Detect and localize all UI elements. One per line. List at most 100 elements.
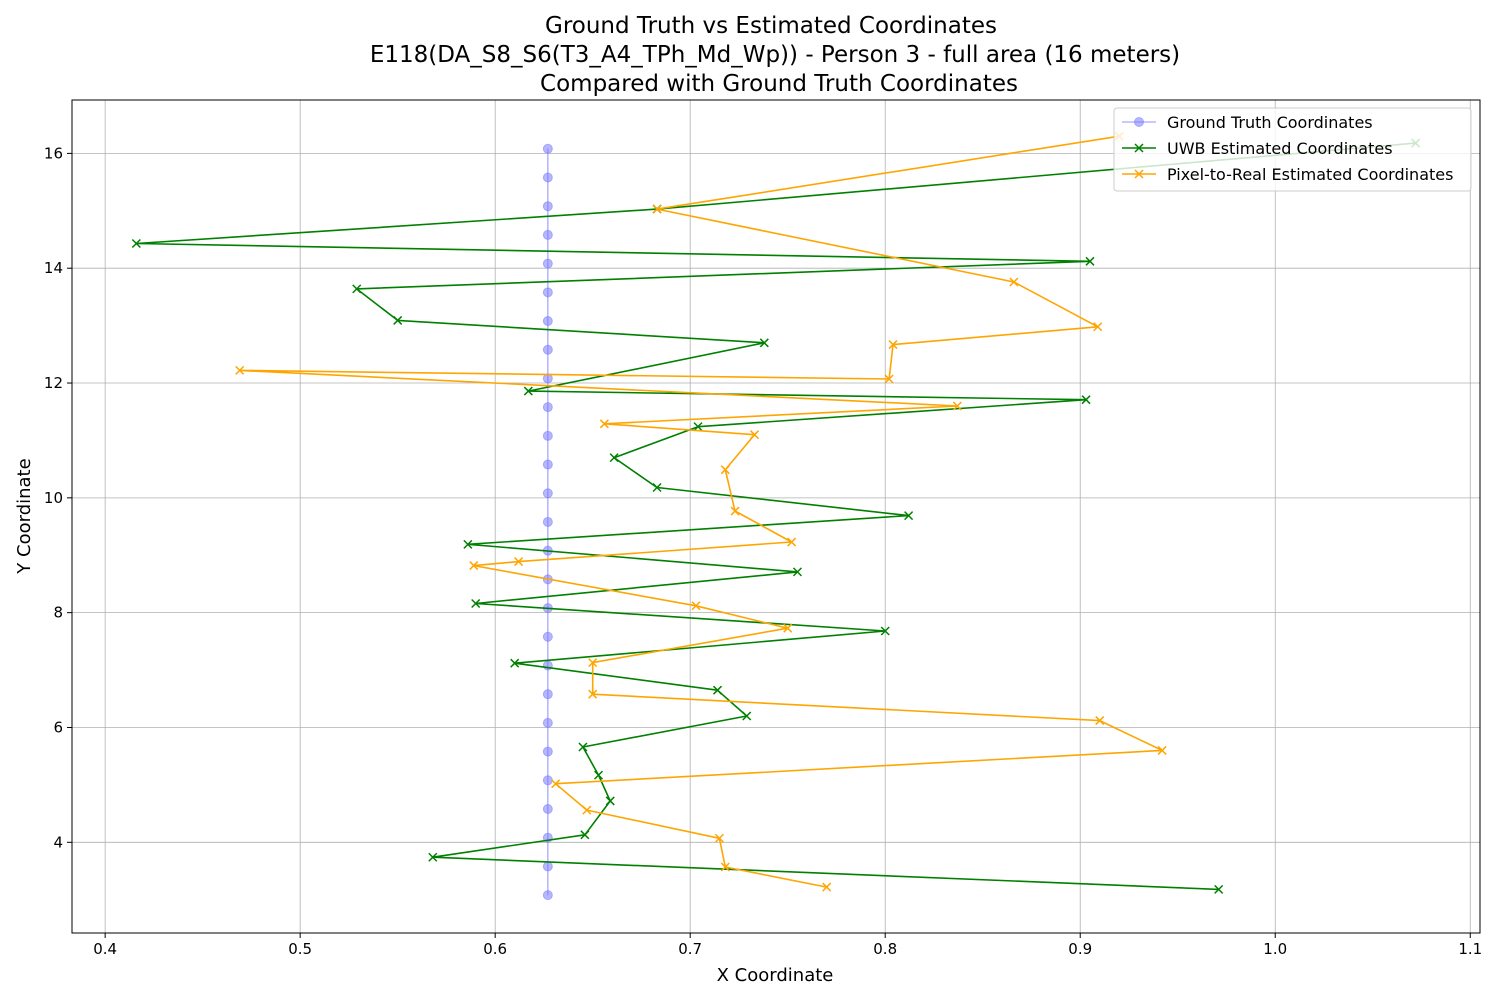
uwb-estimate-point [792,567,802,577]
ground-truth-point [542,258,553,269]
pixel-to-real-estimate-point [1009,277,1019,287]
pixel-to-real-estimate-point [720,465,730,475]
ground-truth-point [542,229,553,240]
pixel-to-real-estimate-point [720,862,730,872]
legend-item-uwb-estimate: UWB Estimated Coordinates [1122,139,1393,158]
pixel-to-real-estimate-point [1095,716,1105,726]
y-tick-label: 4 [53,833,63,851]
ground-truth-point [542,717,553,728]
uwb-estimate-point [1085,256,1095,266]
y-tick-label: 14 [44,259,63,277]
uwb-estimate-point [1081,395,1091,405]
x-tick-label: 1.0 [1263,940,1287,958]
pixel-to-real-estimate-point [888,340,898,350]
legend-swatch-marker [1134,143,1144,153]
y-tick-label: 6 [53,718,63,736]
grid [72,100,1480,933]
x-tick-label: 0.4 [93,940,117,958]
ground-truth-series [542,143,553,901]
legend-item-pixel-to-real-estimate: Pixel-to-Real Estimated Coordinates [1122,165,1453,184]
uwb-estimate-point [580,830,590,840]
chart-subtitle: E118(DA_S8_S6(T3_A4_TPh_Md_Wp)) - Person… [370,42,1180,68]
uwb-estimate-point [131,238,141,249]
uwb-estimate-point [693,422,703,432]
pixel-to-real-estimate-point [514,557,524,567]
uwb-estimate-point [471,598,481,609]
ground-truth-point [542,803,553,814]
y-tick-label: 10 [44,489,63,507]
uwb-estimate-point [652,482,662,493]
legend-label: Pixel-to-Real Estimated Coordinates [1167,165,1453,184]
pixel-to-real-estimate-point [952,401,962,411]
x-tick-label: 0.5 [288,940,312,958]
plot-area-frame [71,99,1481,934]
pixel-to-real-estimate-point [235,365,245,375]
uwb-estimate-point [463,539,473,549]
uwb-estimate-point [605,796,615,806]
pixel-to-real-estimate-point [582,805,592,815]
pixel-to-real-estimate-point [822,882,832,892]
uwb-estimate-point [880,626,890,636]
uwb-estimate-point [742,711,752,721]
x-tick-label: 0.9 [1068,940,1092,958]
legend-box [1113,107,1472,192]
pixel-to-real-estimate-point [652,204,662,214]
uwb-estimate-point [609,453,619,463]
ground-truth-point [542,344,553,355]
pixel-to-real-estimate-point [783,623,793,633]
ground-truth-point [542,402,553,413]
x-tick-label: 1.1 [1458,940,1482,958]
pixel-to-real-estimate-point [588,658,598,668]
legend-swatch-marker [1134,169,1144,179]
pixel-to-real-estimate-line [238,135,1163,888]
pixel-to-real-estimate-point [787,537,797,547]
ground-truth-point [542,689,553,700]
uwb-estimate-point [523,386,533,396]
uwb-estimate-point [904,511,914,521]
y-tick-label: 8 [53,604,63,622]
x-tick-label: 0.8 [873,940,897,958]
uwb-estimate-point [578,742,588,752]
legend-label: UWB Estimated Coordinates [1167,139,1393,158]
pixel-to-real-estimate-point [750,430,760,440]
ground-truth-point [542,775,553,786]
uwb-estimate-point [428,852,438,862]
ground-truth-point [542,316,553,327]
series-layer [131,131,1421,901]
pixel-to-real-estimate-point [1093,322,1103,332]
pixel-to-real-estimate-point [884,374,894,384]
ground-truth-point [542,631,553,642]
chart-title: Ground Truth vs Estimated Coordinates [545,13,997,39]
ground-truth-point [542,890,553,901]
ground-truth-point [542,746,553,757]
ground-truth-point [542,488,553,499]
uwb-estimate-point [712,685,723,695]
legend-item-ground-truth: Ground Truth Coordinates [1122,113,1373,132]
uwb-estimate-point [393,315,403,325]
ground-truth-point [542,172,553,183]
uwb-estimate-series [131,138,1421,894]
pixel-to-real-estimate-point [469,561,479,571]
ground-truth-point [542,861,553,872]
uwb-estimate-line [135,142,1416,891]
pixel-to-real-estimate-point [730,506,740,516]
x-tick-label: 0.6 [483,940,507,958]
pixel-to-real-estimate-point [714,833,724,843]
uwb-estimate-point [759,338,769,348]
legend: Ground Truth Coordinates UWB Estimated Co… [1113,107,1472,192]
pixel-to-real-estimate-point [691,601,701,611]
x-axis-label: X Coordinate [717,965,834,986]
uwb-estimate-point [510,658,520,668]
y-tick-label: 12 [44,374,63,392]
ground-truth-point [542,143,553,154]
uwb-estimate-point [1214,884,1224,894]
x-tick-label: 0.7 [678,940,702,958]
ground-truth-point [542,459,553,470]
pixel-to-real-estimate-point [599,419,609,429]
legend-swatch-marker [1134,117,1144,127]
y-tick-label: 16 [44,144,63,162]
pixel-to-real-estimate-point [588,689,598,699]
ground-truth-point [542,516,553,527]
ground-truth-point [542,430,553,441]
